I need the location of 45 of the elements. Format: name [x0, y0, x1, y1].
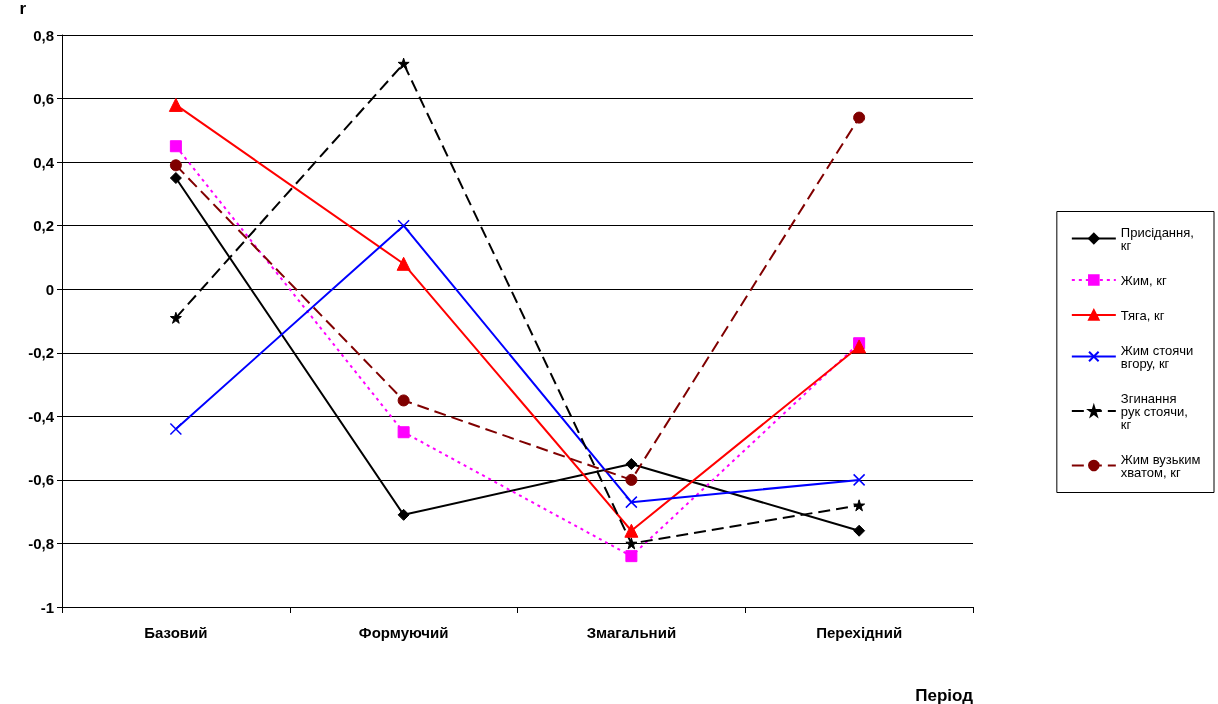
y-tick-label: -0,4 — [28, 407, 55, 425]
point — [169, 422, 183, 436]
point — [169, 311, 182, 324]
point — [169, 140, 182, 153]
legend-label: Згинання рук стоячи, кг — [1120, 390, 1192, 432]
legend-label: Тяга, кг — [1120, 307, 1165, 323]
point — [852, 473, 866, 487]
x-axis-title: Період — [915, 686, 974, 704]
y-axis-title: r — [19, 0, 27, 18]
point — [397, 219, 410, 232]
y-tick-label: 0 — [45, 280, 54, 298]
point — [397, 57, 410, 70]
x-tick-label: Змагальний — [586, 624, 677, 641]
x-tick-label: Базовий — [144, 624, 208, 641]
legend-label: Жим вузьким хватом, кг — [1120, 451, 1204, 480]
x-tick-label: Перехідний — [816, 624, 903, 641]
y-tick-label: 0,4 — [33, 153, 55, 171]
x-tick-label: Формуючий — [358, 624, 449, 641]
point — [625, 458, 638, 470]
legend-label: Жим, кг — [1120, 272, 1167, 288]
y-tick-label: 0,8 — [33, 26, 54, 44]
point — [852, 339, 867, 354]
point — [625, 537, 638, 550]
point — [397, 508, 410, 521]
y-tick-label: 0,6 — [33, 90, 54, 108]
point — [625, 473, 638, 486]
point — [853, 111, 866, 124]
point — [397, 426, 410, 439]
point — [168, 97, 183, 112]
point — [169, 159, 182, 172]
point — [624, 523, 639, 538]
y-tick-label: 0,2 — [33, 217, 54, 235]
legend-label: Присідання, кг — [1120, 224, 1198, 253]
y-tick-label: -0,2 — [28, 344, 54, 362]
y-tick-label: -0,6 — [28, 471, 54, 489]
point — [396, 256, 411, 271]
point — [625, 550, 638, 563]
point — [853, 524, 866, 537]
point — [853, 499, 866, 512]
point — [169, 172, 182, 184]
y-tick-label: -0,8 — [28, 534, 54, 552]
point — [625, 495, 638, 509]
point — [397, 394, 410, 407]
y-tick-label: -1 — [40, 598, 54, 616]
legend-label: Жим стоячи вгору, кг — [1120, 342, 1197, 371]
